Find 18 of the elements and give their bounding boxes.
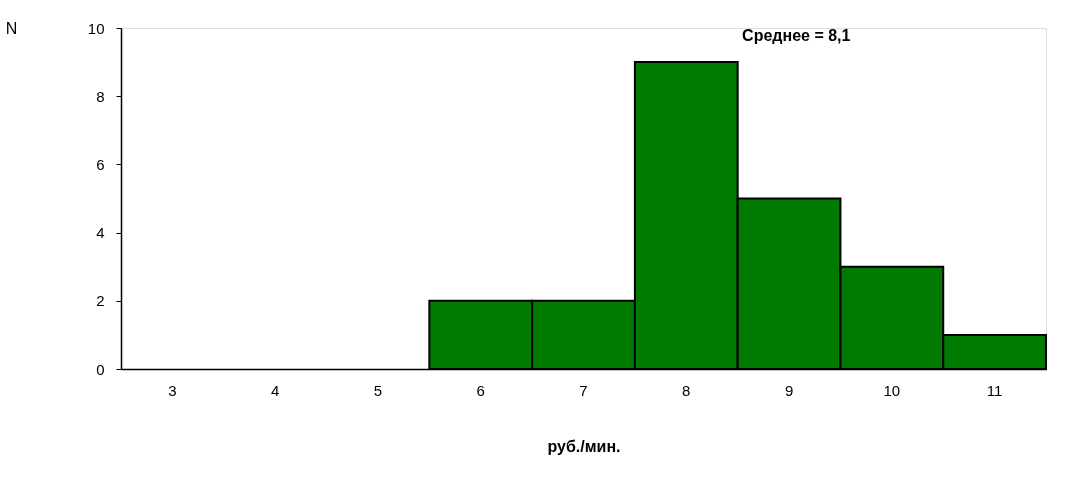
- y-tick-label: 6: [96, 155, 105, 173]
- x-tick-label: 11: [986, 381, 1003, 399]
- x-tick-label: 5: [373, 381, 383, 399]
- y-tick-label: 8: [96, 87, 105, 105]
- x-tick-label: 8: [682, 381, 691, 399]
- annotation: Среднее = 8,1: [742, 27, 851, 44]
- y-tick-label: 0: [96, 360, 105, 378]
- x-tick-label: 7: [579, 381, 588, 399]
- x-axis-title: руб./мин.: [547, 437, 621, 455]
- y-tick-label: 4: [96, 224, 105, 242]
- x-tick-label: 4: [270, 381, 280, 399]
- y-axis-title: N: [5, 19, 18, 37]
- x-tick-label: 6: [476, 381, 485, 399]
- x-tick-label: 10: [883, 381, 901, 399]
- x-tick-label: 9: [784, 381, 794, 399]
- x-tick-label: 3: [168, 381, 177, 399]
- y-tick-label: 10: [87, 19, 105, 37]
- y-tick-label: 2: [96, 292, 105, 310]
